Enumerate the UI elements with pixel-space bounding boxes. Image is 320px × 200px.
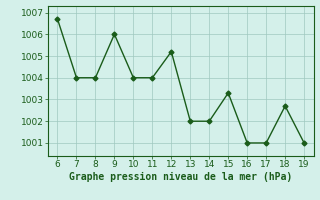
X-axis label: Graphe pression niveau de la mer (hPa): Graphe pression niveau de la mer (hPa) — [69, 172, 292, 182]
